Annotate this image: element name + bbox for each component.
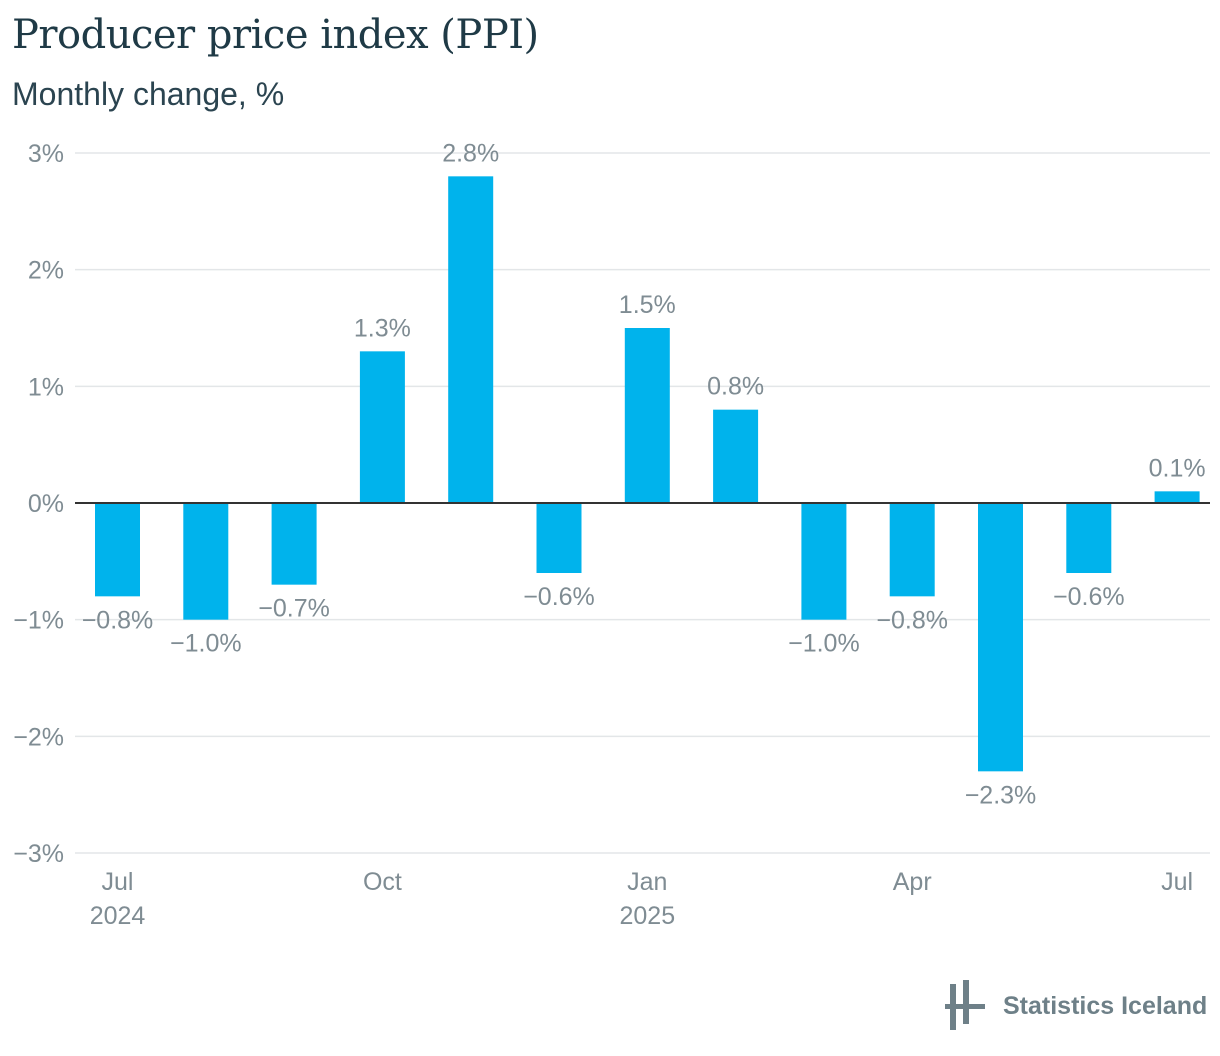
bar-chart: 3% 2% 1% 0% −1% −2% −3% −0.8% −1.0% −0.7% 1.3% 2.8… — [13, 139, 1210, 930]
bar — [95, 503, 140, 597]
bar — [1154, 491, 1200, 503]
data-label: −0.6% — [1053, 583, 1125, 611]
data-label: 0.1% — [1149, 454, 1206, 482]
data-label: 0.8% — [707, 373, 764, 401]
x-tick-label: Oct — [363, 868, 402, 896]
data-label: 1.5% — [619, 291, 676, 319]
bar — [271, 503, 317, 585]
bar — [713, 409, 759, 503]
data-label: 1.3% — [354, 314, 411, 342]
data-label: 2.8% — [442, 139, 499, 167]
x-tick-label: Jul — [1161, 868, 1193, 896]
y-tick-label: 2% — [28, 257, 64, 285]
y-tick-label: −2% — [13, 723, 64, 751]
chart-subtitle: Monthly change, % — [12, 76, 285, 112]
y-axis-ticks: 3% 2% 1% 0% −1% −2% −3% — [13, 140, 64, 868]
y-tick-label: 3% — [28, 140, 64, 168]
bar — [359, 351, 405, 503]
data-label: −1.0% — [170, 630, 242, 658]
data-labels: −0.8% −1.0% −0.7% 1.3% 2.8% −0.6% 1.5% 0.8% −1.0… — [82, 139, 1206, 809]
data-label: −0.7% — [258, 595, 330, 623]
bar — [889, 503, 935, 597]
y-tick-label: 0% — [28, 490, 64, 518]
data-label: −0.8% — [82, 606, 154, 634]
bar — [978, 503, 1023, 772]
bar — [801, 503, 847, 620]
x-tick-label: Jul — [102, 868, 134, 896]
data-label: −0.6% — [523, 583, 595, 611]
data-label: −2.3% — [965, 781, 1037, 809]
x-axis-ticks: Jul 2024 Oct Jan 2025 Apr Jul — [90, 868, 1193, 930]
bar — [624, 328, 670, 503]
x-tick-year-label: 2024 — [90, 902, 146, 930]
bar — [183, 503, 229, 620]
brand-logo: Statistics Iceland — [945, 980, 1207, 1032]
bar — [448, 176, 494, 504]
chart-title: Producer price index (PPI) — [12, 12, 539, 58]
x-tick-year-label: 2025 — [619, 902, 675, 930]
y-tick-label: −1% — [13, 607, 64, 635]
bar — [536, 503, 582, 573]
x-tick-label: Apr — [893, 868, 932, 896]
y-tick-label: −3% — [13, 840, 64, 868]
x-tick-label: Jan — [627, 868, 667, 896]
brand-name: Statistics Iceland — [1003, 991, 1208, 1020]
bars — [95, 176, 1200, 772]
data-label: −0.8% — [876, 606, 948, 634]
data-label: −1.0% — [788, 630, 860, 658]
bar — [1066, 503, 1112, 573]
y-tick-label: 1% — [28, 373, 64, 401]
statistics-iceland-logo-icon — [945, 980, 985, 1030]
